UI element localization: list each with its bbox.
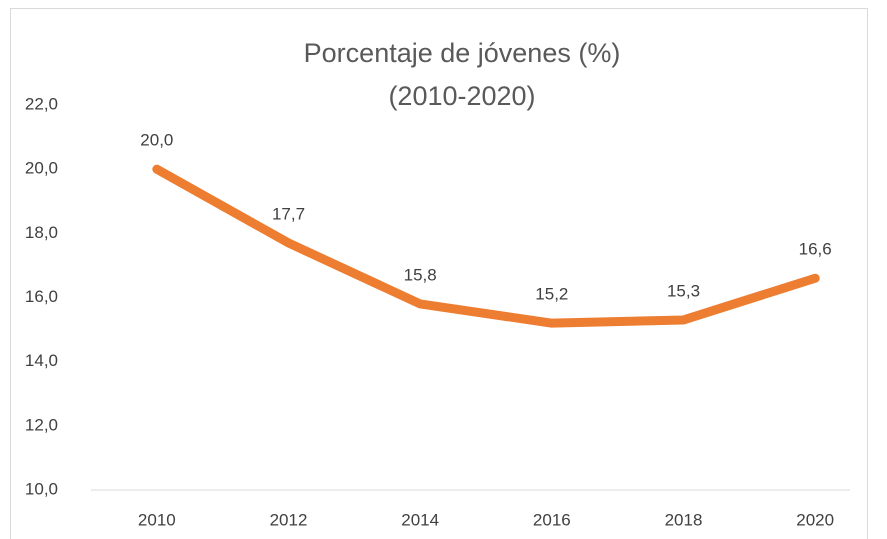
data-label: 17,7 <box>272 204 305 223</box>
y-tick-label: 16,0 <box>25 287 58 306</box>
data-label: 15,3 <box>667 281 700 300</box>
y-tick-label: 14,0 <box>25 351 58 370</box>
y-tick-label: 12,0 <box>25 415 58 434</box>
x-tick-label: 2020 <box>796 510 834 529</box>
chart-frame <box>10 8 868 539</box>
y-tick-label: 10,0 <box>25 479 58 498</box>
x-tick-label: 2014 <box>401 510 439 529</box>
line-series <box>152 164 820 328</box>
data-label: 16,6 <box>799 240 832 259</box>
x-tick-label: 2016 <box>533 510 571 529</box>
y-tick-label: 22,0 <box>25 94 58 113</box>
y-tick-label: 18,0 <box>25 223 58 242</box>
x-tick-label: 2012 <box>270 510 308 529</box>
data-label: 15,2 <box>535 285 568 304</box>
data-label: 15,8 <box>404 265 437 284</box>
chart-title: Porcentaje de jóvenes (%) <box>304 38 621 68</box>
chart-subtitle: (2010-2020) <box>388 81 535 111</box>
x-tick-label: 2018 <box>665 510 703 529</box>
y-tick-label: 20,0 <box>25 159 58 178</box>
data-label: 20,0 <box>140 131 173 150</box>
x-tick-label: 2010 <box>138 510 176 529</box>
